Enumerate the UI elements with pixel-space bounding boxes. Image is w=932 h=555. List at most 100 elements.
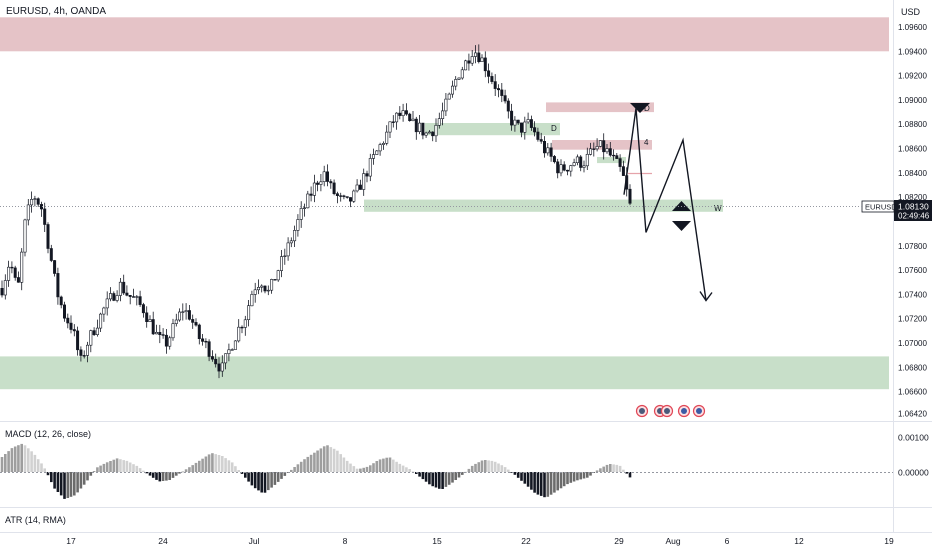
candle-body <box>155 331 159 335</box>
macd-bar <box>622 469 625 472</box>
event-flag-icon[interactable] <box>664 408 670 414</box>
macd-bar <box>388 457 392 472</box>
macd-bar <box>175 472 178 476</box>
macd-bar <box>260 472 263 493</box>
candle-body <box>467 60 471 64</box>
macd-bar <box>276 472 280 482</box>
macd-bar <box>444 472 448 487</box>
candle-body <box>3 280 7 296</box>
macd-bar <box>230 462 234 472</box>
candle-body <box>427 131 431 134</box>
macd-bar <box>7 451 10 472</box>
candle-body <box>628 188 632 204</box>
macd-bar <box>454 472 457 480</box>
macd-bar <box>467 468 471 472</box>
macd-bar <box>20 443 23 472</box>
candle-body <box>26 204 30 221</box>
time-axis-labels: 17 24 Jul 8 15 22 29 Aug 6 12 19 <box>66 536 894 546</box>
macd-bar <box>224 458 227 472</box>
price-tick-label: 1.06800 <box>898 363 927 372</box>
macd-bar <box>59 472 63 496</box>
candle-body <box>99 313 103 329</box>
candle-body <box>559 164 563 174</box>
macd-tick-0: 0.00000 <box>898 468 929 478</box>
macd-bar <box>434 472 438 488</box>
macd-bar <box>628 472 632 478</box>
macd-bar <box>165 472 168 481</box>
candle-body <box>621 166 625 176</box>
macd-bar <box>507 469 510 472</box>
event-flag-icon[interactable] <box>681 408 687 414</box>
macd-bar <box>352 466 356 472</box>
macd-bar <box>112 459 116 472</box>
candle-body <box>523 121 527 133</box>
candle-body <box>572 162 576 166</box>
macd-bar <box>207 454 211 472</box>
candle-body <box>602 140 606 153</box>
candle-body <box>362 173 366 190</box>
macd-bar <box>161 472 165 481</box>
candle-body <box>46 224 50 249</box>
macd-bar <box>66 472 70 498</box>
candle-body <box>82 355 86 357</box>
candle-body <box>62 304 66 319</box>
candle-body <box>266 289 270 292</box>
macd-bar <box>181 471 185 473</box>
candle-body <box>270 279 274 291</box>
macd-bar <box>198 460 201 472</box>
price-tick-label: 1.08200 <box>898 193 927 202</box>
zones-layer: W D 4 D <box>0 17 889 390</box>
candle-body <box>210 356 214 360</box>
price-tick-label: 1.06600 <box>898 388 927 397</box>
candle-body <box>329 181 333 184</box>
macd-bar <box>411 471 415 473</box>
macd-bar <box>0 457 4 472</box>
price-tick-label: 1.07600 <box>898 266 927 275</box>
macd-bar <box>408 469 411 472</box>
candle-body <box>145 312 149 322</box>
candle-body <box>36 198 40 205</box>
candle-body <box>345 196 349 198</box>
macd-bar <box>336 450 339 472</box>
current-price-text: 1.08130 <box>898 202 929 212</box>
candle-body <box>309 193 313 196</box>
candle-body <box>247 305 251 321</box>
macd-bar <box>378 459 382 472</box>
macd-bar <box>599 468 602 472</box>
candle-body <box>480 57 484 63</box>
macd-bar <box>401 465 405 472</box>
triangle-down-icon <box>630 103 650 113</box>
candle-body <box>56 273 60 298</box>
macd-bar <box>263 472 267 493</box>
macd-bar <box>612 464 615 472</box>
macd-bar <box>319 448 323 472</box>
macd-bar <box>253 472 257 489</box>
macd-tick-1: 0.00100 <box>898 433 929 443</box>
price-tick-label: 1.09000 <box>898 96 927 105</box>
macd-bar <box>17 445 20 472</box>
candle-body <box>53 260 57 274</box>
macd-bar <box>493 461 497 472</box>
macd-bar <box>421 472 425 480</box>
candle-body <box>565 169 569 172</box>
event-flag-icon[interactable] <box>696 408 702 414</box>
macd-bar <box>572 472 576 482</box>
time-tick-label: 12 <box>794 536 804 546</box>
candle-body <box>89 330 93 346</box>
candle-body <box>457 77 461 80</box>
macd-bar <box>283 472 287 476</box>
economic-events[interactable] <box>635 404 706 418</box>
macd-bar <box>290 469 293 472</box>
candle-body <box>197 324 201 339</box>
candle-body <box>256 286 260 291</box>
candle-body <box>342 195 346 197</box>
macd-bar <box>513 472 517 475</box>
macd-bar <box>43 468 46 472</box>
candle-body <box>325 171 329 182</box>
macd-bar <box>349 463 352 472</box>
price-tick-label: 1.07400 <box>898 290 927 299</box>
candle-body <box>293 230 297 242</box>
candle-body <box>519 122 523 133</box>
event-flag-icon[interactable] <box>639 408 645 414</box>
